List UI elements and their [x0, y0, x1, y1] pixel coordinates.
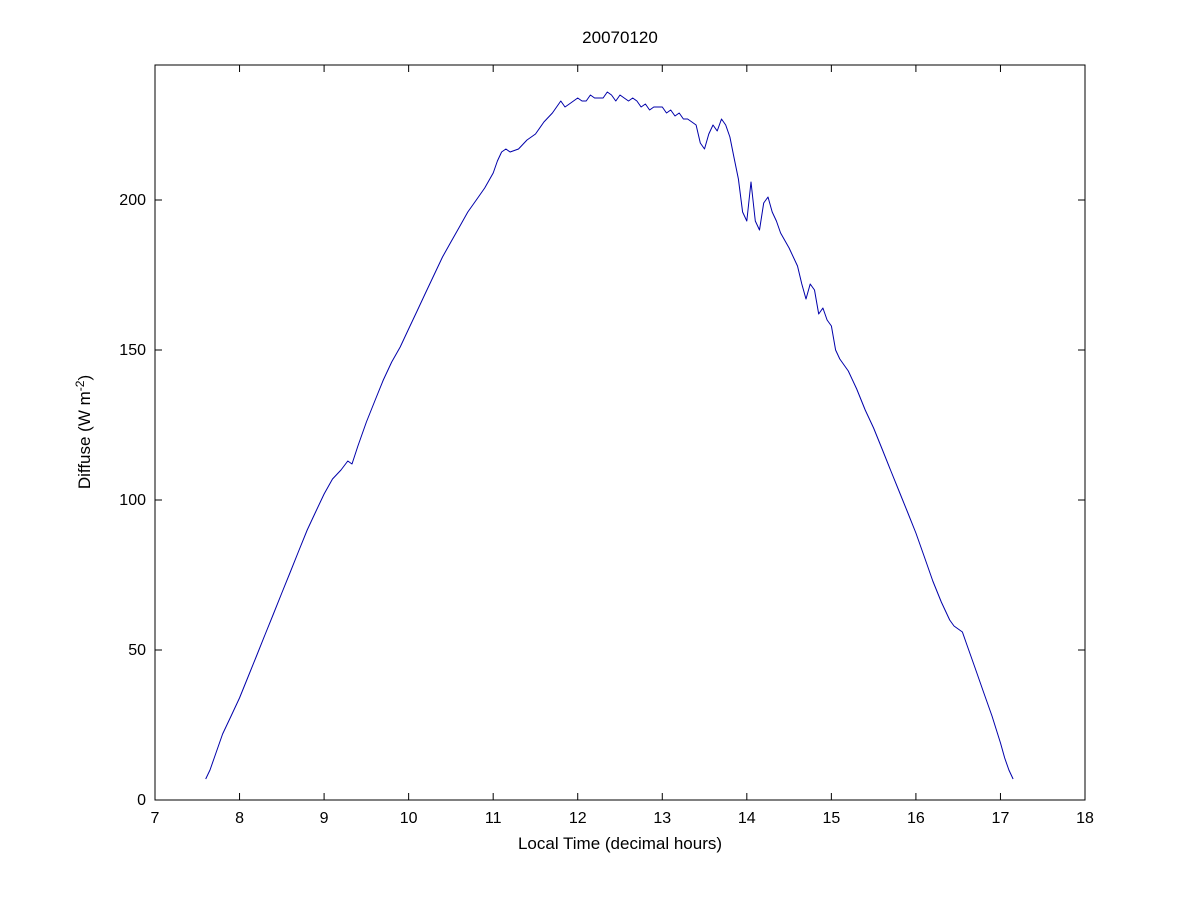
x-tick-label: 15	[822, 810, 840, 827]
y-tick-label: 150	[119, 342, 146, 359]
y-tick-label: 0	[137, 792, 146, 809]
y-axis-label-superscript: -2	[73, 380, 87, 392]
x-tick-label: 14	[738, 810, 756, 827]
x-tick-label: 16	[907, 810, 925, 827]
x-tick-label: 9	[320, 810, 329, 827]
y-tick-label: 100	[119, 492, 146, 509]
x-tick-label: 7	[151, 810, 160, 827]
x-axis-label: Local Time (decimal hours)	[517, 834, 723, 853]
x-tick-label: 13	[653, 810, 671, 827]
x-tick-label: 8	[235, 810, 244, 827]
plot-box	[154, 64, 1086, 801]
series-line	[205, 91, 1014, 780]
y-axis-label: Diffuse (W m-2)	[73, 232, 97, 632]
y-tick-label: 200	[119, 192, 146, 209]
y-tick-label: 50	[128, 642, 146, 659]
x-tick-label: 12	[569, 810, 587, 827]
x-tick-label: 18	[1076, 810, 1094, 827]
x-tick-label: 11	[485, 810, 502, 827]
y-axis-label-text: Diffuse (W m	[75, 391, 94, 490]
y-axis-label-close: )	[75, 374, 94, 381]
chart-title: 20070120	[582, 28, 658, 47]
x-tick-label: 10	[400, 810, 418, 827]
x-tick-label: 17	[992, 810, 1010, 827]
